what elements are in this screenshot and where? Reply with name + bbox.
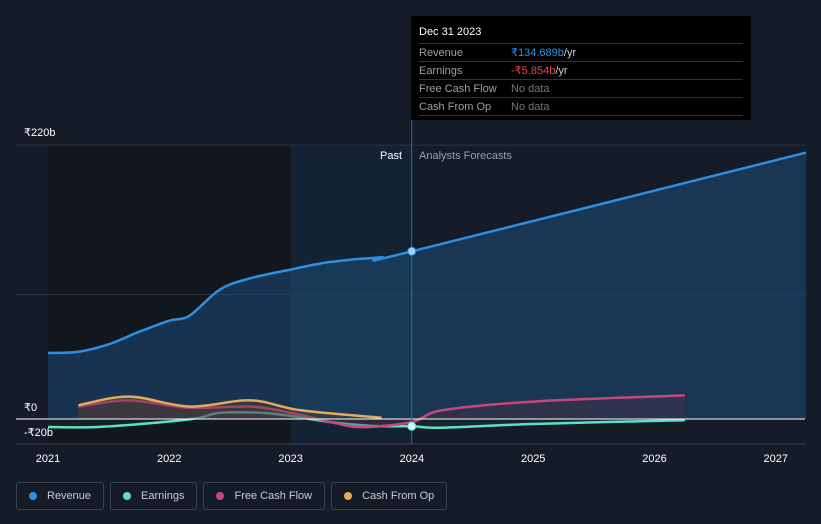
series-area-revenue [48, 152, 807, 419]
series-line-free-cash-flow [78, 394, 685, 429]
chart: ₹220b ₹0 -₹20b 2021 2022 2023 2024 2025 2026 2027 [16, 120, 807, 465]
tooltip-row: Free Cash Flow No data [419, 79, 743, 97]
earnings-marker [407, 421, 417, 431]
tooltip-row: Cash From Op No data [419, 97, 743, 116]
y-tick-label: ₹220b [24, 127, 55, 139]
x-tick-label: 2025 [521, 453, 545, 465]
tooltip-row: Earnings -₹5.854b /yr [419, 61, 743, 79]
tooltip-value: ₹134.689b [511, 47, 564, 59]
past-label: Past [380, 150, 403, 162]
legend-label: Free Cash Flow [234, 490, 313, 502]
legend-item-earnings[interactable]: Earnings [110, 482, 198, 510]
legend-item-free-cash-flow[interactable]: Free Cash Flow [203, 482, 326, 510]
legend-dot-icon [344, 492, 353, 500]
legend-label: Cash From Op [362, 490, 435, 502]
legend-item-cash-from-op[interactable]: Cash From Op [331, 482, 448, 510]
tooltip-unit: /yr [563, 46, 577, 59]
x-tick-label: 2024 [400, 453, 424, 465]
y-tick-label: -₹20b [24, 427, 53, 439]
legend-label: Revenue [47, 490, 92, 502]
series-line-earnings [47, 411, 685, 430]
tooltip-label: Earnings [419, 64, 463, 77]
legend-dot-icon [123, 492, 132, 500]
tooltip-value: No data [511, 82, 550, 95]
tooltip-label: Cash From Op [419, 100, 492, 113]
x-tick-label: 2027 [764, 453, 788, 465]
tooltip-unit: /yr [555, 64, 568, 77]
x-tick-label: 2026 [642, 453, 666, 465]
tooltip-date: Dec 31 2023 [419, 26, 482, 38]
series-area-free-cash-flow [78, 395, 685, 428]
x-tick-label: 2021 [36, 453, 60, 465]
y-tick-label: ₹0 [24, 402, 37, 414]
tooltip: Dec 31 2023 Revenue ₹134.689b /yr Earnings… [411, 16, 751, 120]
forecast-label: Analysts Forecasts [419, 150, 512, 162]
legend: Revenue Earnings Free Cash Flow Cash From O… [16, 482, 448, 510]
legend-item-revenue[interactable]: Revenue [16, 482, 105, 510]
series-line-cash-from-op [78, 395, 382, 419]
tooltip-label: Revenue [419, 46, 464, 59]
series-line-revenue [47, 151, 807, 355]
tooltip-value: -₹5.854b [511, 65, 556, 77]
tooltip-label: Free Cash Flow [419, 82, 497, 95]
series-area-cash-from-op [78, 396, 382, 419]
x-tick-label: 2022 [157, 453, 181, 465]
x-tick-label: 2023 [278, 453, 302, 465]
tooltip-value: No data [511, 100, 550, 113]
legend-dot-icon [29, 492, 37, 500]
revenue-marker [407, 246, 417, 256]
legend-dot-icon [216, 492, 225, 500]
tooltip-row: Revenue ₹134.689b /yr [419, 43, 743, 61]
legend-label: Earnings [141, 490, 185, 502]
